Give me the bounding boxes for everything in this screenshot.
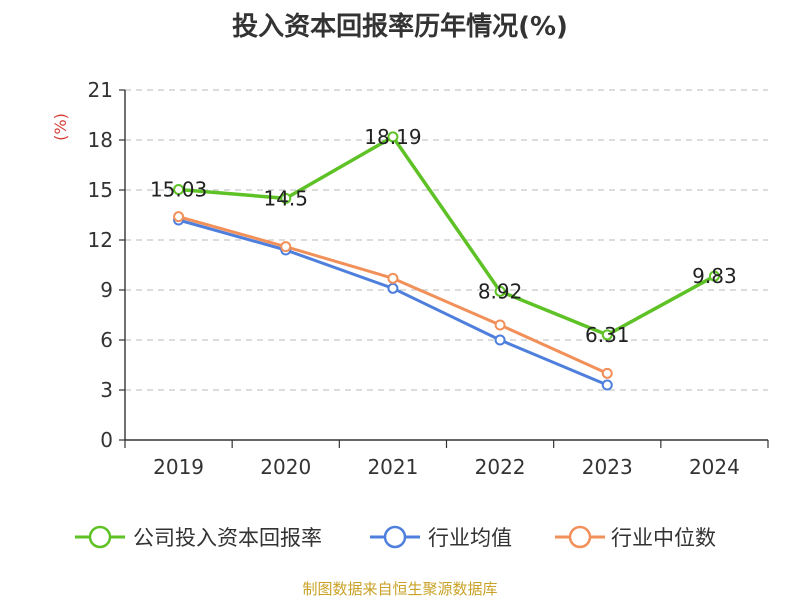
data-label: 18.19 bbox=[364, 125, 421, 149]
legend-item-2[interactable]: 行业中位数 bbox=[555, 525, 716, 550]
source-note: 制图数据来自恒生聚源数据库 bbox=[302, 580, 498, 598]
data-label: 8.92 bbox=[478, 279, 523, 303]
legend-swatch-marker bbox=[568, 525, 592, 549]
data-point bbox=[494, 285, 506, 297]
x-tick-label: 2020 bbox=[260, 455, 311, 479]
data-point bbox=[494, 319, 506, 331]
series-line-1 bbox=[178, 218, 608, 387]
x-tick-label: 2023 bbox=[582, 455, 633, 479]
y-tick-label: 3 bbox=[100, 378, 113, 402]
y-axis-label: (%) bbox=[51, 113, 70, 141]
data-point bbox=[387, 272, 399, 284]
y-tick-label: 12 bbox=[88, 228, 113, 252]
data-point bbox=[601, 329, 613, 341]
y-tick-label: 15 bbox=[88, 178, 113, 202]
data-label: 14.5 bbox=[263, 186, 308, 210]
data-point bbox=[601, 379, 613, 391]
data-point bbox=[173, 184, 185, 195]
data-label: 6.31 bbox=[585, 323, 630, 347]
chart-title: 投入资本回报率历年情况(%) bbox=[232, 12, 568, 42]
y-tick-label: 9 bbox=[100, 278, 113, 302]
data-point bbox=[387, 131, 399, 143]
data-label: 15.03 bbox=[150, 178, 207, 202]
x-tick-label: 2019 bbox=[153, 455, 204, 479]
legend-swatch-marker bbox=[88, 525, 112, 549]
x-tick-label: 2022 bbox=[475, 455, 526, 479]
axes: 0 3 6 9 12 15 18 21 2019 2020 2021 2022 2023 2024 bbox=[88, 78, 769, 479]
legend-label: 行业中位数 bbox=[611, 526, 716, 550]
data-point bbox=[280, 241, 292, 253]
series-group bbox=[173, 131, 720, 391]
data-point bbox=[280, 192, 292, 204]
data-point bbox=[601, 367, 613, 379]
data-label: 9.83 bbox=[692, 264, 737, 288]
legend-label: 行业均值 bbox=[428, 526, 512, 550]
legend-label: 公司投入资本回报率 bbox=[133, 526, 322, 550]
data-point bbox=[494, 334, 506, 346]
legend-item-0[interactable]: 公司投入资本回报率 bbox=[75, 525, 322, 550]
data-point bbox=[387, 282, 399, 294]
legend: 公司投入资本回报率 行业均值 行业中位数 bbox=[75, 525, 716, 550]
x-tick-label: 2024 bbox=[689, 455, 740, 479]
x-tick-label: 2021 bbox=[367, 455, 418, 479]
grid-lines bbox=[125, 89, 768, 391]
y-tick-label: 0 bbox=[100, 428, 113, 452]
data-point bbox=[708, 270, 720, 282]
series-line-0 bbox=[178, 135, 716, 337]
y-tick-label: 21 bbox=[88, 78, 113, 102]
data-point bbox=[173, 211, 185, 223]
legend-item-1[interactable]: 行业均值 bbox=[370, 525, 512, 550]
y-tick-label: 18 bbox=[88, 128, 113, 152]
legend-swatch-marker bbox=[383, 525, 407, 549]
y-tick-label: 6 bbox=[100, 328, 113, 352]
data-labels: 15.03 14.5 18.19 8.92 6.31 9.83 bbox=[150, 125, 737, 347]
